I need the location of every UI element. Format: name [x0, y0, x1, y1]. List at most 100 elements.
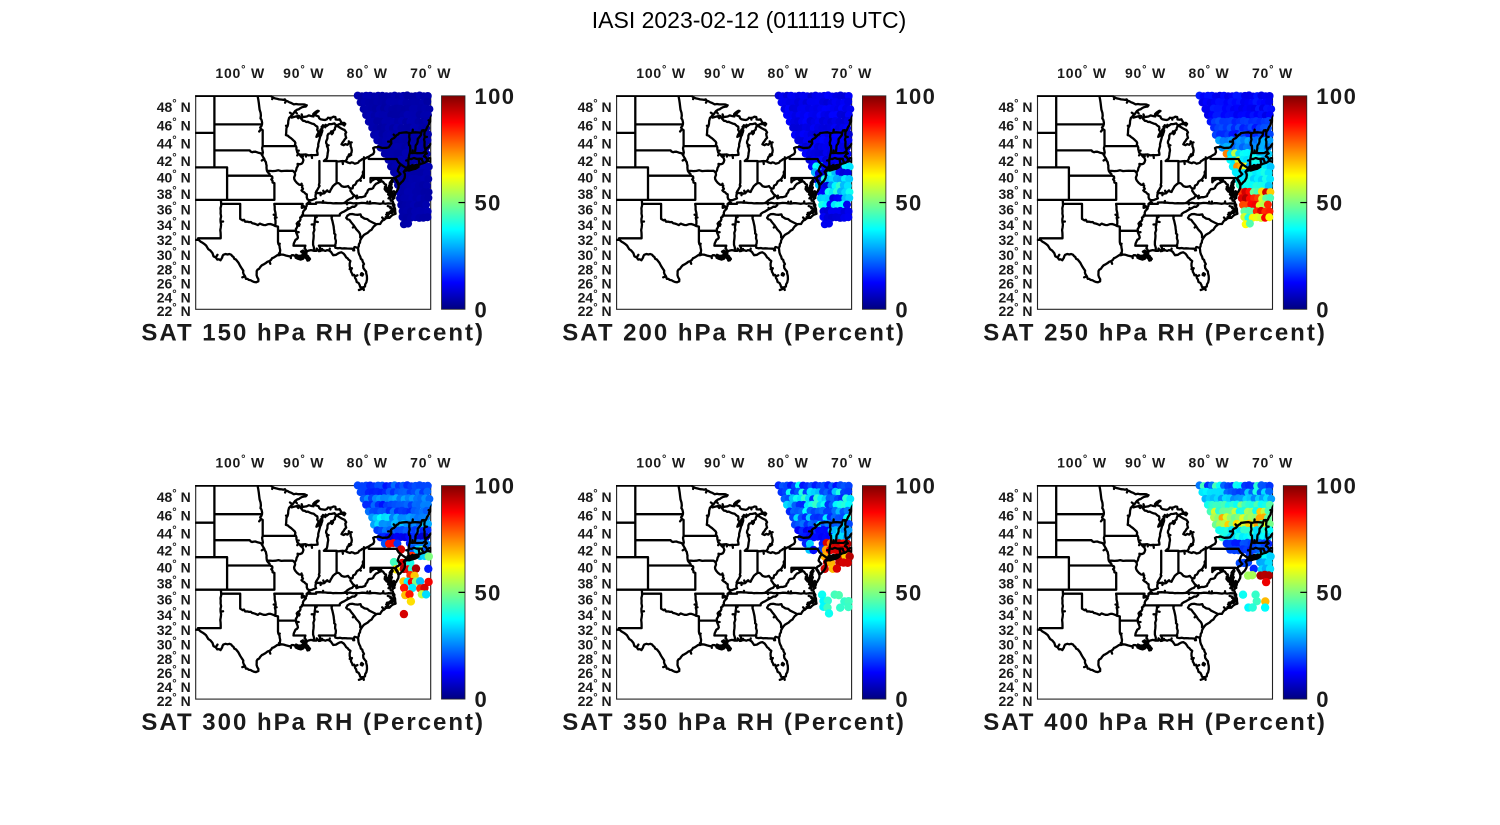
svg-text:34° N: 34° N — [999, 216, 1033, 233]
svg-text:32° N: 32° N — [157, 231, 191, 248]
svg-text:90° W: 90° W — [1125, 454, 1166, 471]
svg-text:28° N: 28° N — [578, 650, 612, 667]
svg-text:46° N: 46° N — [578, 507, 612, 524]
svg-text:44° N: 44° N — [999, 524, 1033, 541]
svg-text:100: 100 — [475, 84, 516, 109]
svg-text:38° N: 38° N — [999, 575, 1033, 592]
svg-text:50: 50 — [475, 580, 502, 605]
svg-text:30° N: 30° N — [157, 636, 191, 653]
svg-text:22° N: 22° N — [578, 302, 612, 319]
svg-text:34° N: 34° N — [999, 606, 1033, 623]
svg-text:70° W: 70° W — [1252, 64, 1293, 81]
svg-text:34° N: 34° N — [157, 606, 191, 623]
svg-text:28° N: 28° N — [999, 650, 1033, 667]
svg-text:0: 0 — [475, 297, 489, 322]
svg-text:24° N: 24° N — [999, 288, 1033, 305]
svg-text:48° N: 48° N — [157, 488, 191, 505]
svg-text:100: 100 — [475, 474, 516, 499]
svg-text:22° N: 22° N — [578, 692, 612, 709]
svg-text:SAT 200 hPa RH (Percent): SAT 200 hPa RH (Percent) — [562, 319, 906, 346]
svg-text:44° N: 44° N — [578, 135, 612, 152]
svg-text:26° N: 26° N — [999, 664, 1033, 681]
svg-text:100° W: 100° W — [215, 454, 265, 471]
svg-text:100° W: 100° W — [636, 454, 686, 471]
svg-text:100° W: 100° W — [636, 64, 686, 81]
svg-text:80° W: 80° W — [768, 454, 809, 471]
svg-text:36° N: 36° N — [157, 590, 191, 607]
svg-text:80° W: 80° W — [347, 454, 388, 471]
svg-text:0: 0 — [895, 297, 909, 322]
svg-text:38° N: 38° N — [999, 185, 1033, 202]
svg-text:38° N: 38° N — [578, 575, 612, 592]
svg-text:100° W: 100° W — [1057, 64, 1107, 81]
svg-text:24° N: 24° N — [157, 678, 191, 695]
svg-text:90° W: 90° W — [283, 454, 324, 471]
svg-text:32° N: 32° N — [578, 621, 612, 638]
svg-text:0: 0 — [895, 687, 909, 712]
svg-text:36° N: 36° N — [578, 201, 612, 218]
svg-text:38° N: 38° N — [157, 575, 191, 592]
svg-text:28° N: 28° N — [999, 260, 1033, 277]
svg-text:70° W: 70° W — [831, 454, 872, 471]
svg-text:90° W: 90° W — [283, 64, 324, 81]
svg-text:48° N: 48° N — [157, 98, 191, 115]
svg-text:42° N: 42° N — [157, 152, 191, 169]
svg-text:44° N: 44° N — [999, 135, 1033, 152]
svg-text:80° W: 80° W — [1188, 454, 1229, 471]
svg-text:0: 0 — [475, 687, 489, 712]
svg-text:40° N: 40° N — [578, 558, 612, 575]
svg-text:48° N: 48° N — [999, 98, 1033, 115]
svg-text:SAT 350 hPa RH (Percent): SAT 350 hPa RH (Percent) — [562, 709, 906, 736]
svg-text:46° N: 46° N — [578, 117, 612, 134]
svg-text:100: 100 — [895, 84, 936, 109]
svg-text:70° W: 70° W — [410, 454, 451, 471]
svg-text:42° N: 42° N — [157, 542, 191, 559]
svg-text:90° W: 90° W — [704, 454, 745, 471]
svg-text:38° N: 38° N — [157, 185, 191, 202]
svg-text:46° N: 46° N — [999, 117, 1033, 134]
svg-text:90° W: 90° W — [704, 64, 745, 81]
svg-text:40° N: 40° N — [578, 169, 612, 186]
svg-text:100: 100 — [1316, 474, 1357, 499]
svg-text:46° N: 46° N — [157, 507, 191, 524]
svg-text:22° N: 22° N — [999, 302, 1033, 319]
svg-text:40° N: 40° N — [157, 169, 191, 186]
svg-text:46° N: 46° N — [157, 117, 191, 134]
svg-text:100° W: 100° W — [1057, 454, 1107, 471]
svg-text:50: 50 — [895, 191, 922, 216]
svg-text:36° N: 36° N — [999, 590, 1033, 607]
svg-text:SAT 250 hPa RH (Percent): SAT 250 hPa RH (Percent) — [983, 319, 1327, 346]
svg-text:42° N: 42° N — [578, 152, 612, 169]
svg-text:SAT 400 hPa RH (Percent): SAT 400 hPa RH (Percent) — [983, 709, 1327, 736]
svg-text:48° N: 48° N — [999, 488, 1033, 505]
svg-text:80° W: 80° W — [347, 64, 388, 81]
svg-text:50: 50 — [1316, 580, 1343, 605]
svg-text:34° N: 34° N — [578, 216, 612, 233]
svg-text:50: 50 — [895, 580, 922, 605]
svg-text:26° N: 26° N — [999, 274, 1033, 291]
svg-text:30° N: 30° N — [157, 246, 191, 263]
svg-text:32° N: 32° N — [157, 621, 191, 638]
svg-text:28° N: 28° N — [157, 260, 191, 277]
svg-text:40° N: 40° N — [157, 558, 191, 575]
svg-text:24° N: 24° N — [999, 678, 1033, 695]
svg-text:26° N: 26° N — [578, 274, 612, 291]
svg-text:IASI 2023-02-12 (011119 UTC): IASI 2023-02-12 (011119 UTC) — [592, 7, 907, 33]
svg-text:38° N: 38° N — [578, 185, 612, 202]
svg-text:26° N: 26° N — [578, 664, 612, 681]
svg-text:48° N: 48° N — [578, 488, 612, 505]
svg-text:44° N: 44° N — [157, 135, 191, 152]
svg-text:70° W: 70° W — [831, 64, 872, 81]
svg-text:42° N: 42° N — [999, 152, 1033, 169]
svg-text:26° N: 26° N — [157, 274, 191, 291]
svg-text:50: 50 — [475, 191, 502, 216]
svg-text:32° N: 32° N — [999, 621, 1033, 638]
svg-text:22° N: 22° N — [999, 692, 1033, 709]
svg-text:22° N: 22° N — [157, 692, 191, 709]
svg-text:100: 100 — [1316, 84, 1357, 109]
svg-text:24° N: 24° N — [157, 288, 191, 305]
svg-text:46° N: 46° N — [999, 507, 1033, 524]
svg-text:0: 0 — [1316, 297, 1330, 322]
svg-text:36° N: 36° N — [578, 590, 612, 607]
svg-text:30° N: 30° N — [578, 246, 612, 263]
